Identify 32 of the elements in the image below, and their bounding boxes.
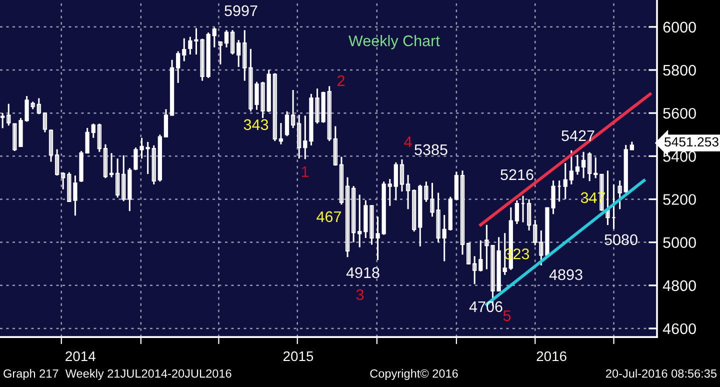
y-tick-label: 4600 <box>662 323 696 334</box>
y-tick-label: 5800 <box>663 64 696 76</box>
x-tick-label: 2015 <box>283 351 314 362</box>
y-tick-label: 5000 <box>663 237 696 248</box>
annotation: 4918 <box>346 267 380 278</box>
x-tick-label: 2014 <box>66 351 96 362</box>
annotation: 343 <box>244 119 268 130</box>
x-tick-label: 2016 <box>536 351 566 362</box>
y-tick-label: 4800 <box>662 280 696 292</box>
candlestick <box>466 242 471 266</box>
annotation: 5385 <box>414 144 448 156</box>
annotation: 467 <box>316 211 341 222</box>
text: Copyright© 2016 <box>370 369 458 380</box>
y-tick-label: 5200 <box>663 194 696 205</box>
y-tick-label: 5400 <box>663 151 696 162</box>
caption: Graph 217 Weekly 21JUL2014-20JUL2016 <box>4 369 232 380</box>
annotation: 4893 <box>549 269 582 280</box>
y-tick-label: 5600 <box>663 108 696 119</box>
y-tick-label: 6000 <box>663 22 696 33</box>
annotation: 4706 <box>469 301 502 312</box>
annotation: 5427 <box>562 130 594 142</box>
annotation: 3 <box>356 289 364 300</box>
annotation: 5080 <box>604 234 638 246</box>
annotation: 5997 <box>224 5 258 16</box>
annotation: 5216 <box>500 169 534 180</box>
annotation: 5 <box>503 310 511 322</box>
annotation: 2 <box>338 75 344 86</box>
text: Weekly Chart <box>348 35 440 50</box>
text: 20-Jul-2016 08:56:35 <box>606 369 717 378</box>
annotation: 4 <box>404 136 412 147</box>
text: 5451.253 <box>664 137 718 147</box>
annotation: 1 <box>302 166 309 177</box>
